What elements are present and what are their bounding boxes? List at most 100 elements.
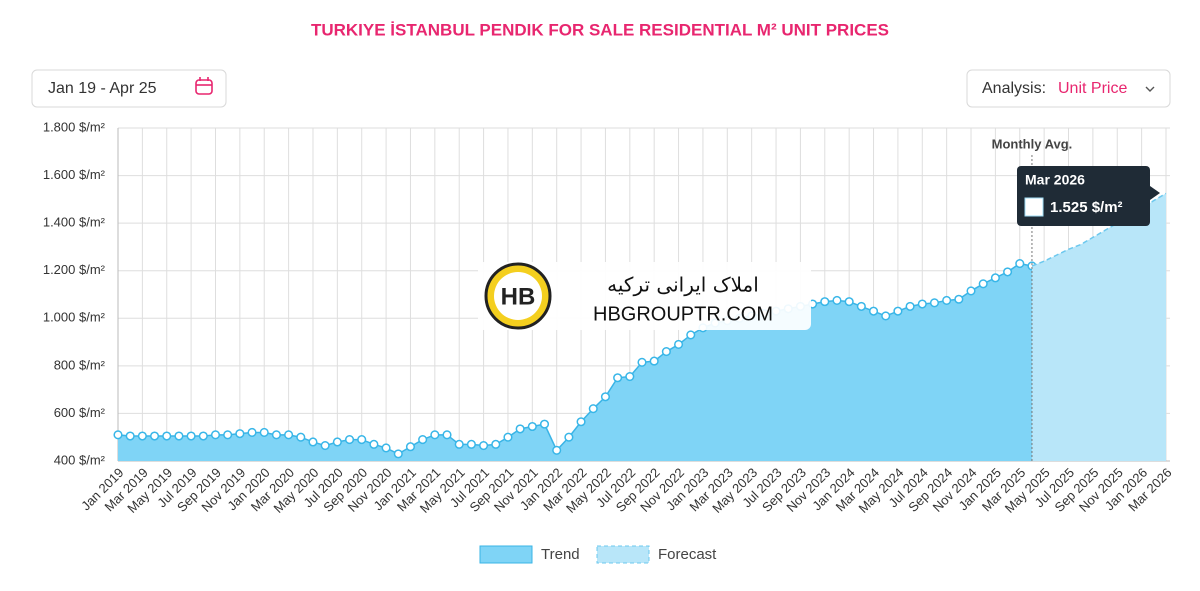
point: [381, 443, 391, 453]
point: [868, 306, 879, 316]
watermark-box: [478, 262, 811, 330]
point: [637, 357, 647, 367]
point: [588, 404, 598, 414]
point: [223, 430, 233, 440]
watermark-line1: املاک ایرانی ترکیه: [607, 273, 759, 297]
point: [893, 306, 903, 316]
point: [832, 295, 842, 305]
point: [686, 330, 696, 340]
line: [117, 262, 1033, 455]
point: [527, 421, 537, 432]
point: [186, 431, 196, 441]
point: [649, 356, 659, 366]
point: [271, 430, 281, 440]
legend-swatch: [596, 545, 650, 564]
point: [332, 437, 342, 447]
point: [442, 430, 452, 440]
y-tick-label: 1.200 $/m²: [43, 262, 106, 277]
point: [929, 298, 940, 308]
y-tick-label: 1.600 $/m²: [43, 167, 106, 182]
point: [357, 435, 367, 445]
point: [820, 297, 830, 307]
point: [259, 427, 269, 438]
point: [235, 429, 245, 439]
point: [174, 431, 184, 441]
point: [308, 437, 318, 447]
point: [613, 373, 623, 383]
point: [198, 431, 208, 441]
analysis-select[interactable]: Analysis: Unit Price: [966, 69, 1171, 108]
tooltip-swatch: [1024, 197, 1044, 217]
point: [503, 432, 513, 442]
point: [344, 435, 355, 445]
point: [113, 430, 123, 440]
point: [150, 431, 160, 441]
area: [1031, 193, 1166, 462]
chevron[interactable]: [1145, 86, 1155, 92]
point: [405, 442, 416, 452]
tooltip-value: 1.525 $/m²: [1050, 199, 1123, 216]
point: [661, 347, 671, 357]
legend-swatch: [479, 545, 533, 564]
point: [369, 439, 379, 449]
line: [1031, 192, 1167, 267]
logo-inner: [494, 272, 542, 320]
legend-label: Trend: [541, 546, 580, 563]
point: [247, 427, 257, 438]
tooltip-box: [1017, 166, 1150, 226]
point: [479, 440, 489, 451]
y-tick-label: 1.000 $/m²: [43, 310, 106, 325]
point: [674, 339, 684, 350]
annotation: Monthly Avg.: [992, 136, 1073, 151]
y-tick-label: 400 $/m²: [54, 452, 106, 467]
y-tick-label: 600 $/m²: [54, 405, 106, 420]
legend-label: Forecast: [658, 546, 717, 563]
point: [210, 430, 221, 440]
point: [284, 430, 294, 440]
point: [1003, 267, 1013, 277]
point: [393, 449, 403, 459]
point: [600, 392, 610, 402]
point: [515, 424, 525, 434]
point: [917, 299, 927, 309]
tooltip-arrow: [1150, 186, 1160, 200]
watermark: HB املاک ایرانی ترکیه HBGROUPTR.COM: [478, 262, 811, 330]
point: [137, 431, 147, 441]
point: [844, 297, 854, 307]
calendar-icon[interactable]: [195, 77, 213, 95]
point: [576, 417, 586, 427]
analysis-label[interactable]: Analysis:: [982, 80, 1046, 97]
point: [466, 439, 476, 449]
point: [430, 430, 440, 440]
point: [905, 301, 915, 311]
date-range[interactable]: Jan 19 - Apr 25: [48, 80, 157, 97]
point: [881, 311, 891, 321]
point: [418, 435, 428, 445]
y-tick-label: 1.400 $/m²: [43, 215, 106, 230]
date-box[interactable]: [31, 69, 227, 108]
point: [320, 440, 330, 451]
point: [564, 432, 574, 442]
point: [856, 301, 866, 311]
logo-text: HB: [501, 283, 536, 310]
point: [454, 439, 464, 449]
analysis-value[interactable]: Unit Price: [1058, 80, 1127, 97]
point: [491, 439, 501, 449]
tooltip: Mar 2026 1.525 $/m²: [1017, 166, 1160, 226]
y-tick-label: 1.800 $/m²: [43, 119, 106, 134]
point: [954, 294, 964, 304]
analysis-box[interactable]: [966, 69, 1171, 108]
point: [552, 445, 562, 455]
point: [978, 279, 988, 289]
date-picker[interactable]: Jan 19 - Apr 25: [31, 69, 227, 108]
point: [990, 273, 1000, 283]
plot: 400 $/m² 600 $/m² 800 $/m² 1.000 $/m² 1.200 …: [43, 119, 1175, 564]
y-tick-label: 800 $/m²: [54, 357, 106, 372]
point: [539, 419, 550, 429]
point: [1015, 259, 1025, 269]
point: [966, 286, 976, 296]
point: [942, 295, 952, 305]
point: [296, 432, 306, 442]
